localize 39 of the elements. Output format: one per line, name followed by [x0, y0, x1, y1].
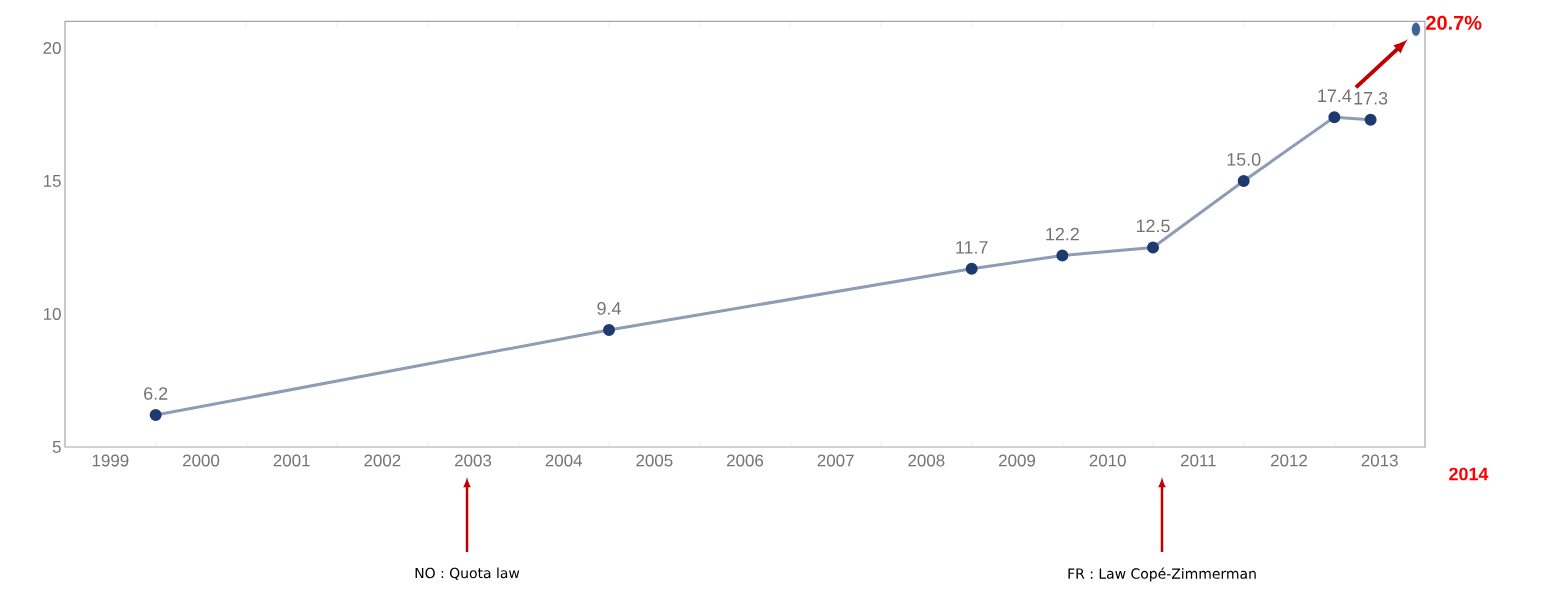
- x-tick-label: 2002: [364, 454, 401, 467]
- x-tick-label: 2013: [1361, 454, 1398, 467]
- y-tick-label: 20: [43, 41, 61, 54]
- point: [603, 323, 616, 336]
- data-label: 17.3: [1354, 91, 1388, 105]
- data-label: 9.4: [597, 302, 621, 315]
- point: [1328, 111, 1341, 124]
- data-label: 17.4: [1318, 89, 1352, 102]
- data-label: 12.5: [1136, 219, 1170, 233]
- data-label: 11.7: [956, 241, 988, 254]
- x-tick-label: 2006: [727, 454, 764, 467]
- x-tick-label: 2005: [636, 454, 673, 467]
- point: [149, 409, 162, 422]
- x-tick-label: 2001: [273, 454, 310, 467]
- text: 2014: [1449, 467, 1489, 481]
- point: [1364, 113, 1377, 126]
- x-tick-label: 2000: [183, 454, 220, 467]
- x-tick-label: 2011: [1181, 454, 1216, 467]
- data-label: 6.2: [144, 387, 168, 400]
- point: [1056, 249, 1069, 262]
- data-label: 15.0: [1227, 153, 1261, 166]
- annotation: 20.7%: [1426, 15, 1482, 30]
- point: [965, 262, 978, 275]
- data-label: 12.2: [1046, 227, 1079, 241]
- point: [1237, 174, 1250, 187]
- x-tick-label: 2010: [1089, 454, 1126, 467]
- y-tick-label: 5: [52, 441, 61, 453]
- x-tick-label: 2004: [545, 454, 583, 467]
- text: NO : Quota law: [415, 567, 520, 580]
- y-tick-label: 15: [43, 175, 61, 187]
- x-tick-label: 2008: [908, 454, 945, 467]
- point: [1147, 241, 1160, 254]
- x-tick-label: 2003: [455, 454, 492, 467]
- x-tick-label: 2007: [817, 454, 854, 467]
- text: FR : Law Copé-Zimmerman: [1068, 567, 1256, 582]
- x-tick-label: 1999: [92, 454, 129, 467]
- x-tick-label: 2012: [1271, 454, 1307, 467]
- x-tick-label: 2009: [999, 454, 1036, 467]
- y-tick-label: 10: [43, 307, 61, 320]
